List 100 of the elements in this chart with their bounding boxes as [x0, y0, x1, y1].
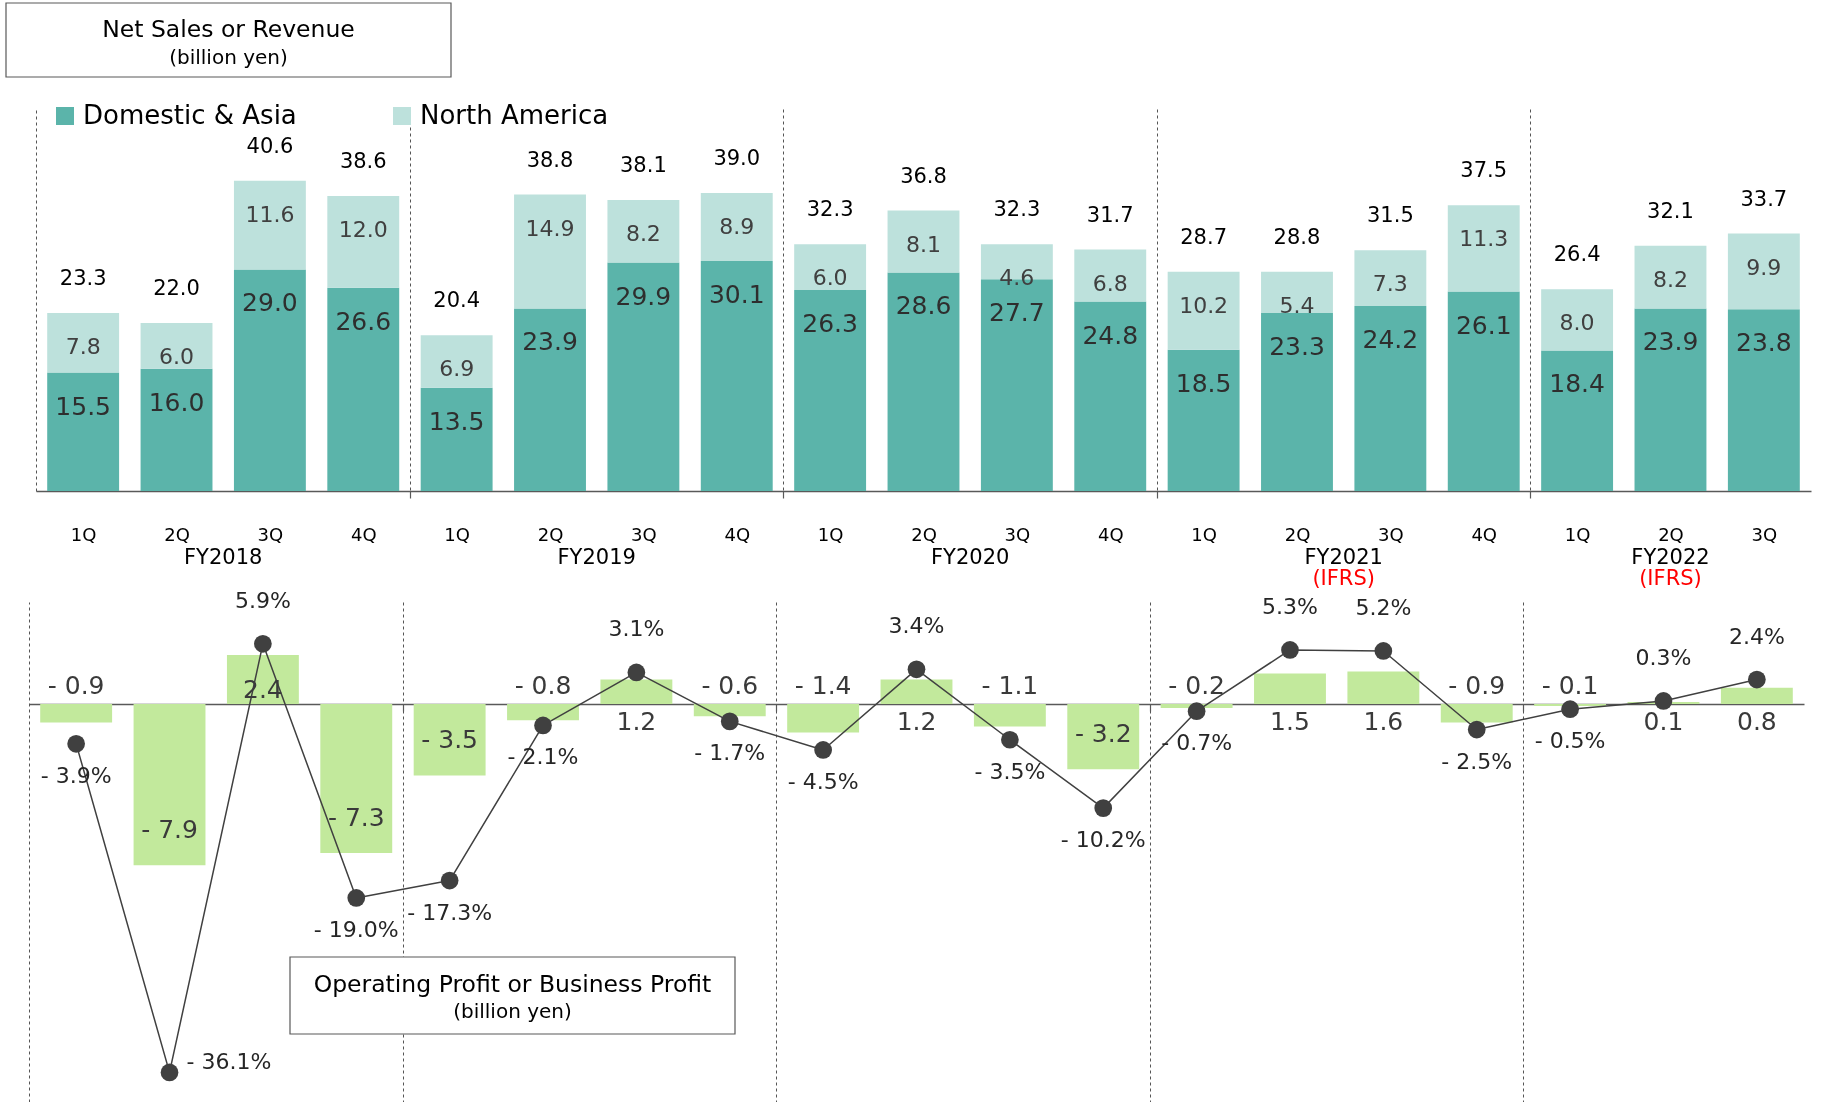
bar	[607, 199, 680, 263]
total-label: 31.7	[1086, 202, 1134, 227]
data-label: - 0.5%	[1534, 728, 1606, 754]
data-label: - 1.1	[981, 671, 1039, 701]
data-label: - 2.5%	[1441, 748, 1513, 774]
total-label: 32.3	[993, 197, 1041, 222]
bar	[1067, 704, 1140, 770]
data-label: 6.9	[439, 356, 475, 382]
data-label: 0.3%	[1635, 644, 1692, 670]
data-label: 24.2	[1362, 325, 1419, 355]
bar	[1447, 291, 1520, 491]
data-label: 5.9%	[234, 587, 291, 613]
point	[67, 734, 86, 753]
bar	[1074, 301, 1147, 491]
data-label: 15.5	[55, 391, 111, 421]
x-tick-label: 2Q	[164, 523, 190, 545]
data-label: 1.5	[1270, 707, 1310, 737]
data-label: - 0.8	[514, 671, 572, 701]
point	[814, 741, 832, 759]
data-label: 16.0	[148, 387, 205, 417]
point	[720, 712, 739, 731]
data-label: 28.6	[895, 291, 952, 321]
bar	[887, 210, 960, 273]
x-tick-label: 2Q	[537, 523, 564, 545]
x-tick-label: 4Q	[724, 523, 751, 545]
text: FY2022 (IFRS)	[1631, 545, 1710, 590]
data-label: 9.9	[1746, 254, 1782, 280]
bar	[1727, 309, 1800, 491]
total-label: 36.8	[900, 163, 947, 188]
text: FY2021 (IFRS)	[1304, 545, 1383, 590]
bar	[514, 194, 586, 309]
data-label: 1.2	[896, 707, 937, 737]
x-tick-label: 1Q	[70, 523, 97, 545]
total-label: 33.7	[1740, 186, 1788, 211]
data-label: - 0.6	[701, 671, 759, 701]
data-label: 8.9	[719, 214, 755, 240]
bar	[507, 704, 579, 721]
bar	[794, 244, 867, 291]
data-label: 30.1	[708, 280, 765, 310]
data-label: - 2.1%	[507, 744, 579, 770]
data-label: 7.3	[1372, 271, 1408, 297]
data-label: 8.1	[906, 231, 941, 257]
data-label: - 0.9	[47, 671, 105, 701]
data-label: - 0.2	[1168, 671, 1225, 701]
chart-subtitle: (billion yen)	[169, 45, 288, 69]
bar	[233, 180, 306, 270]
x-tick-label: 3Q	[1378, 523, 1404, 545]
total-label: 38.6	[339, 149, 387, 174]
bar	[794, 290, 867, 491]
x-tick-label: 3Q	[631, 523, 657, 545]
data-label: - 0.1	[1541, 671, 1599, 701]
data-label: 8.0	[1559, 310, 1595, 336]
point	[1281, 641, 1299, 659]
x-tick-label: 3Q	[1004, 523, 1031, 545]
data-label: 18.5	[1175, 368, 1232, 398]
x-tick-label: 1Q	[817, 523, 844, 545]
point	[1094, 799, 1113, 817]
bar	[1261, 271, 1333, 313]
data-label: - 3.5%	[974, 758, 1046, 784]
data-label: 3.1%	[608, 616, 665, 642]
total-label: 40.6	[246, 133, 294, 158]
point	[347, 889, 366, 907]
data-label: 12.0	[338, 217, 388, 243]
bar	[140, 322, 213, 369]
total-label: 32.3	[806, 197, 854, 222]
data-label: 6.8	[1092, 270, 1128, 296]
total-label: 37.5	[1460, 158, 1508, 183]
total-label: 28.7	[1180, 224, 1227, 249]
bar	[1347, 671, 1420, 705]
data-label: 11.3	[1459, 226, 1509, 252]
point	[1467, 720, 1486, 739]
text: Operating Profit or Business Profit	[313, 970, 712, 998]
data-label: 0.1	[1643, 707, 1684, 737]
data-label: - 7.9	[141, 815, 198, 845]
bar	[1727, 233, 1800, 310]
data-label: - 3.5	[421, 725, 479, 755]
data-label: - 1.7%	[694, 740, 766, 766]
point	[627, 663, 646, 682]
bar	[40, 704, 113, 723]
data-label: 29.9	[615, 281, 672, 311]
total-label: 22.0	[153, 275, 200, 300]
bar	[787, 704, 860, 733]
bar	[233, 269, 306, 491]
bar	[47, 372, 120, 491]
data-label: - 7.3	[327, 803, 385, 833]
bar	[887, 272, 960, 491]
total-label: 23.3	[59, 265, 107, 290]
bar	[420, 335, 493, 388]
x-tick-label: 1Q	[1564, 523, 1591, 545]
bar	[514, 308, 586, 491]
x-tick-label: 1Q	[444, 523, 470, 545]
x-tick-label: 3Q	[257, 523, 284, 545]
data-label: 6.0	[159, 343, 195, 369]
bar	[1447, 205, 1520, 292]
text: FY2020	[931, 545, 1010, 569]
point	[907, 660, 926, 679]
data-label: 23.9	[522, 327, 578, 357]
text: FY2019	[557, 545, 636, 569]
bar	[1720, 687, 1793, 705]
bar	[47, 312, 120, 373]
